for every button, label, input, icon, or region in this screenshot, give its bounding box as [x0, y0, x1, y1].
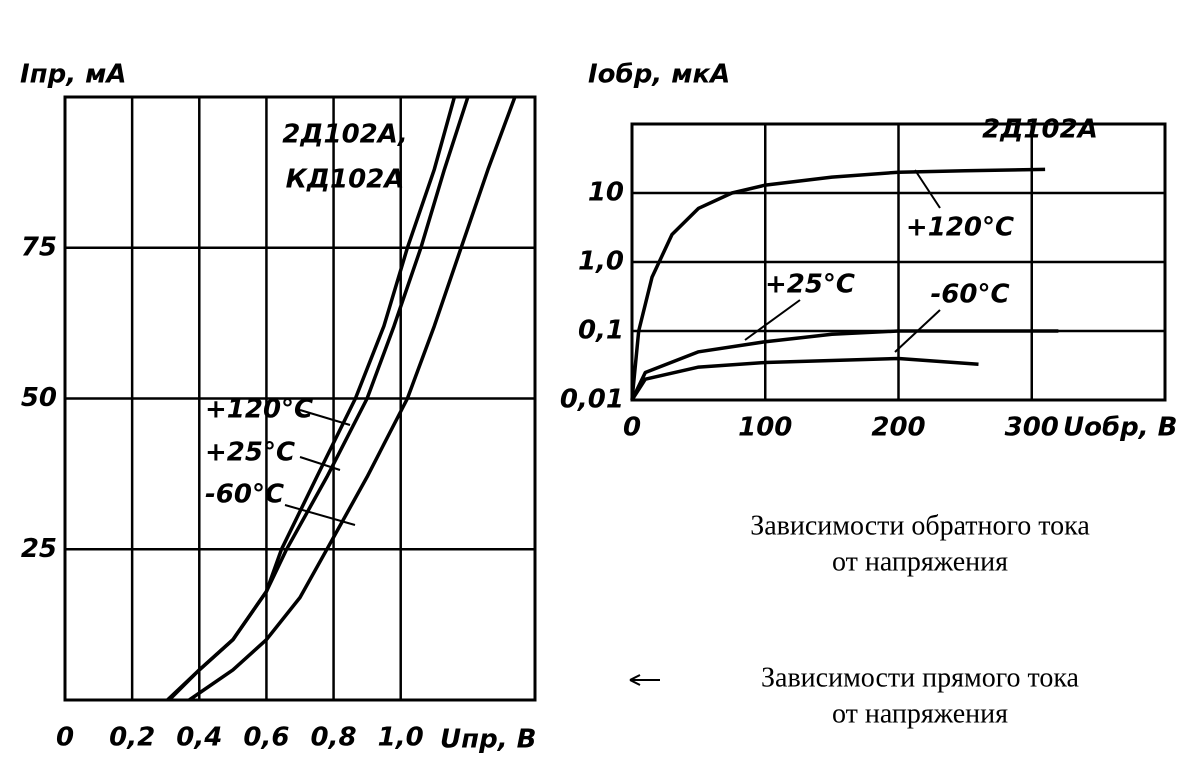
- annotation: -60°C: [205, 480, 284, 510]
- leader-line: [299, 409, 351, 426]
- y-tick-label: 1,0: [578, 247, 624, 277]
- x-tick-label: 100: [738, 413, 792, 443]
- x-axis-label: Uобр, В: [1063, 413, 1178, 443]
- x-tick-label: 0,8: [311, 723, 357, 753]
- series-line: [630, 167, 1046, 401]
- annotation: +120°C: [205, 395, 313, 425]
- leader-line: [914, 169, 941, 209]
- y-axis-label: Iпр, мА: [20, 60, 127, 90]
- x-tick-label: 0: [623, 413, 641, 443]
- arrow: [629, 674, 660, 686]
- y-tick-label: 75: [21, 232, 57, 262]
- x-tick-label: 0,4: [176, 723, 222, 753]
- caption: Зависимости обратного тока: [750, 510, 1090, 541]
- x-axis-label: Uпр, В: [440, 725, 536, 755]
- leader-line: [299, 456, 341, 471]
- annotation: -60°C: [930, 280, 1009, 310]
- annotation: +25°C: [765, 270, 855, 300]
- x-tick-label: 1,0: [378, 723, 424, 753]
- y-tick-label: 0,1: [578, 316, 624, 346]
- y-tick-label: 25: [21, 534, 57, 564]
- caption: Зависимости прямого тока: [761, 662, 1080, 693]
- x-tick-label: 200: [871, 413, 925, 443]
- y-tick-label: 10: [588, 178, 624, 208]
- x-tick-label: 0,2: [109, 723, 155, 753]
- leader-line: [894, 309, 941, 353]
- y-tick-label: 0,01: [560, 385, 624, 415]
- series-line: [630, 356, 979, 401]
- y-tick-label: 50: [21, 383, 57, 413]
- series-line: [630, 329, 1059, 401]
- caption: от напряжения: [832, 698, 1008, 729]
- annotation: +25°C: [205, 438, 295, 468]
- leader-line: [744, 299, 801, 341]
- series-line: [188, 96, 517, 702]
- x-tick-label: 0: [56, 723, 74, 753]
- x-tick-label: 300: [1005, 413, 1059, 443]
- caption: от напряжения: [832, 546, 1008, 577]
- annotation: +120°C: [906, 213, 1014, 243]
- leader-line: [284, 504, 356, 526]
- annotation: 2Д102А: [982, 115, 1098, 145]
- annotation: КД102А: [286, 165, 405, 195]
- annotation: 2Д102А,: [282, 120, 408, 150]
- x-tick-label: 0,6: [243, 723, 289, 753]
- y-axis-label: Iобр, мкА: [588, 60, 730, 90]
- series-line: [167, 96, 470, 702]
